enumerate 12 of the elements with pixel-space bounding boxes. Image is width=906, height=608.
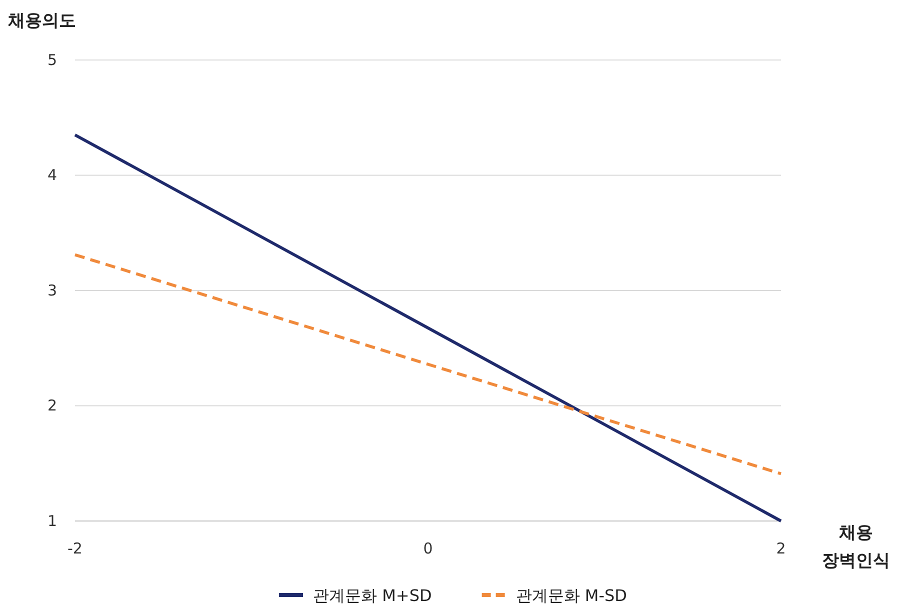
y-tick-label: 3 <box>47 281 57 300</box>
x-axis-title: 채용 장벽인식 <box>822 523 890 571</box>
legend-label: 관계문화 M-SD <box>516 586 627 605</box>
y-axis-title: 채용의도 <box>7 11 76 31</box>
y-tick-label: 4 <box>47 166 57 184</box>
legend-label: 관계문화 M+SD <box>313 586 432 605</box>
y-tick-label: 2 <box>47 396 57 415</box>
y-tick-label: 1 <box>47 512 57 530</box>
x-tick-label: 2 <box>776 540 786 558</box>
x-tick-label: -2 <box>68 540 82 558</box>
x-tick-label: 0 <box>423 540 433 558</box>
y-tick-label: 5 <box>47 50 57 69</box>
